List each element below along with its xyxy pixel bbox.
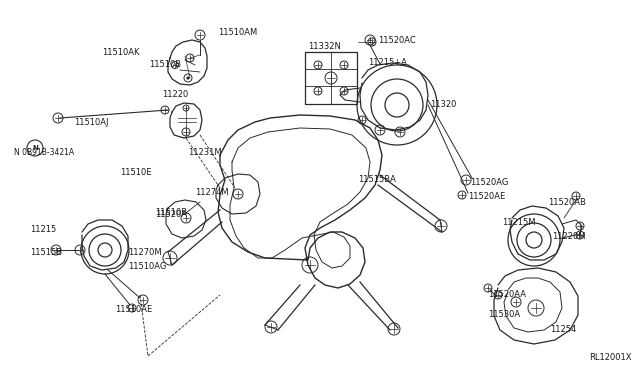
Text: N: N: [32, 145, 38, 151]
Text: 11220: 11220: [162, 90, 188, 99]
Text: 11510B: 11510B: [149, 60, 181, 69]
Text: 11510AM: 11510AM: [218, 28, 257, 37]
Text: 11215: 11215: [30, 225, 56, 234]
Text: 11254: 11254: [550, 325, 576, 334]
Text: 11220M: 11220M: [552, 232, 586, 241]
Text: 11520AE: 11520AE: [468, 192, 505, 201]
Text: 11520AA: 11520AA: [488, 290, 526, 299]
Text: 11515B: 11515B: [30, 248, 62, 257]
Text: 11332N: 11332N: [308, 42, 341, 51]
Text: 11510E: 11510E: [120, 168, 152, 177]
Circle shape: [186, 76, 189, 80]
Text: 11510AJ: 11510AJ: [74, 118, 109, 127]
Text: 11530A: 11530A: [488, 310, 520, 319]
Text: 11320: 11320: [430, 100, 456, 109]
Text: 11274M: 11274M: [195, 188, 228, 197]
Text: 11520A: 11520A: [155, 210, 187, 219]
Text: 11515BA: 11515BA: [358, 175, 396, 184]
Text: 11510B: 11510B: [155, 208, 187, 217]
Text: 11215+A: 11215+A: [368, 58, 407, 67]
Text: 11520AB: 11520AB: [548, 198, 586, 207]
Text: 11215M: 11215M: [502, 218, 536, 227]
Text: 11270M: 11270M: [128, 248, 162, 257]
Text: 11520AG: 11520AG: [470, 178, 508, 187]
Text: 11231M: 11231M: [188, 148, 221, 157]
Text: 11510AE: 11510AE: [115, 305, 152, 314]
Text: 11510AG: 11510AG: [128, 262, 166, 271]
Text: N 0B91B-3421A: N 0B91B-3421A: [14, 148, 74, 157]
Text: 11520AC: 11520AC: [378, 36, 416, 45]
Text: 11510AK: 11510AK: [102, 48, 140, 57]
Text: RL12001X: RL12001X: [589, 353, 632, 362]
